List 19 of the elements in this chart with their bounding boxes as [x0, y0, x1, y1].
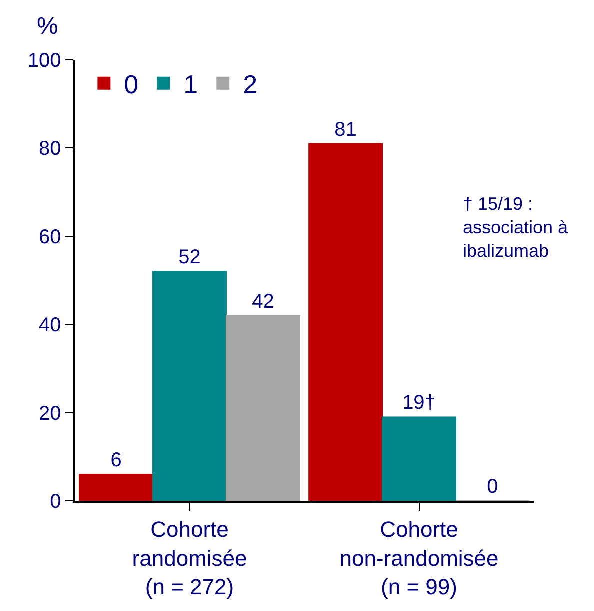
x-tick-label: Cohorte randomisée (n = 272): [132, 517, 248, 600]
y-tick-label: 80: [39, 138, 62, 160]
y-tick-label: 20: [39, 402, 62, 425]
legend-label: 2: [243, 70, 258, 100]
data-label: 42: [252, 290, 274, 313]
data-label: 0: [487, 476, 498, 498]
data-label: 52: [178, 246, 201, 269]
legend-label: 0: [124, 70, 139, 100]
annotation: † 15/19 : association à ibalizumab: [463, 194, 570, 261]
y-tick-label: 100: [28, 50, 62, 72]
y-tick-label: 0: [50, 491, 62, 513]
y-axis-title: %: [37, 13, 58, 40]
data-label: 81: [334, 118, 357, 141]
data-label: 19†: [402, 392, 436, 414]
legend-label: 1: [184, 70, 198, 100]
x-tick-label: Cohorte non-randomisée (n = 99): [340, 517, 499, 600]
y-tick-label: 40: [39, 314, 62, 337]
y-tick-label: 60: [39, 226, 62, 248]
data-label: 6: [110, 450, 122, 472]
